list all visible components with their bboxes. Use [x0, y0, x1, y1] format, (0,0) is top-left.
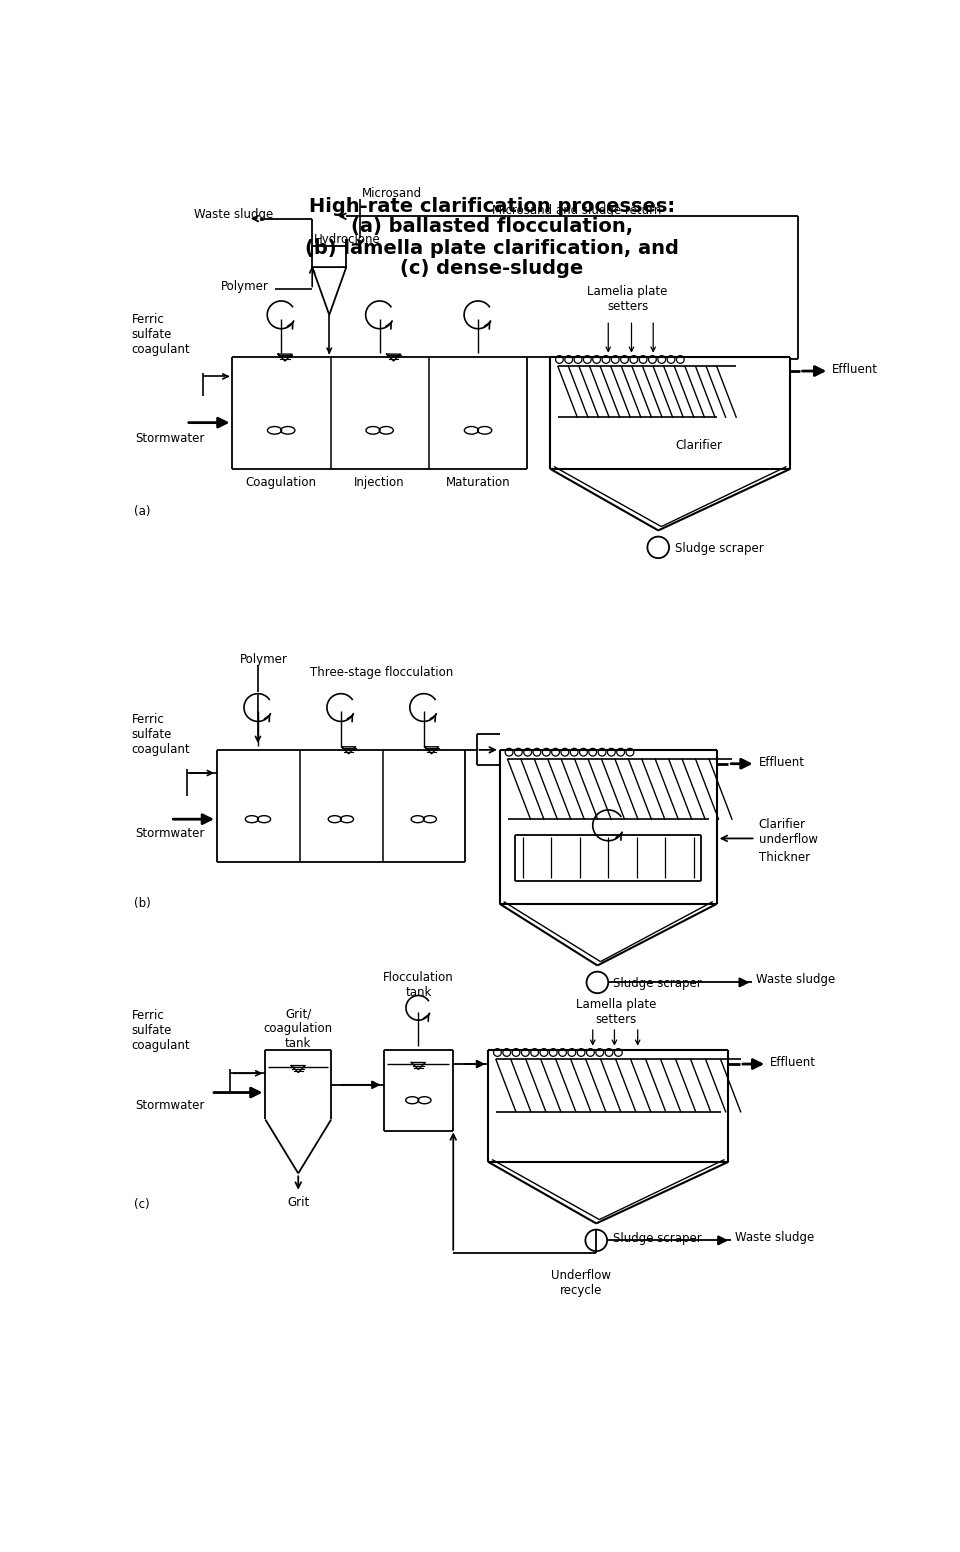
Text: Underflow
recycle: Underflow recycle [551, 1268, 611, 1297]
Text: Waste sludge: Waste sludge [735, 1231, 814, 1243]
Text: Three-stage flocculation: Three-stage flocculation [310, 666, 453, 680]
Text: Injection: Injection [354, 476, 405, 489]
Text: Microsand: Microsand [362, 186, 422, 200]
Text: Ferric
sulfate
coagulant: Ferric sulfate coagulant [132, 312, 190, 355]
Circle shape [647, 537, 669, 559]
Text: (a) ballasted flocculation,: (a) ballasted flocculation, [351, 217, 633, 236]
Circle shape [587, 972, 609, 993]
Text: Polymer: Polymer [240, 652, 288, 666]
Text: Grit/
coagulation
tank: Grit/ coagulation tank [264, 1007, 333, 1051]
Text: Thickner: Thickner [758, 850, 809, 864]
Text: Sludge scraper: Sludge scraper [675, 542, 764, 556]
Text: Waste sludge: Waste sludge [756, 973, 835, 986]
Text: Ferric
sulfate
coagulant: Ferric sulfate coagulant [132, 1009, 190, 1052]
Text: Hydroclone: Hydroclone [314, 233, 380, 245]
Text: (b): (b) [134, 897, 151, 911]
Text: Ferric
sulfate
coagulant: Ferric sulfate coagulant [132, 712, 190, 756]
Circle shape [586, 1229, 607, 1251]
Text: Maturation: Maturation [445, 476, 511, 489]
Text: Microsand and sludge return: Microsand and sludge return [492, 205, 661, 217]
Text: High-rate clarification processes:: High-rate clarification processes: [309, 197, 675, 216]
Text: (c): (c) [134, 1198, 150, 1211]
Text: Stormwater: Stormwater [135, 827, 204, 840]
Text: (c) dense-sludge: (c) dense-sludge [400, 259, 584, 278]
Text: Waste sludge: Waste sludge [194, 208, 273, 222]
Text: Flocculation
tank: Flocculation tank [383, 970, 454, 999]
Text: Lamella plate
setters: Lamella plate setters [576, 998, 657, 1026]
Text: Effluent: Effluent [832, 363, 878, 376]
Text: Grit: Grit [287, 1197, 309, 1209]
Text: Stormwater: Stormwater [135, 1099, 204, 1113]
Text: Polymer: Polymer [221, 279, 269, 293]
Text: Clarifier
underflow: Clarifier underflow [758, 818, 818, 846]
Text: Sludge scraper: Sludge scraper [613, 1232, 702, 1245]
Text: Sludge scraper: Sludge scraper [612, 978, 702, 990]
Text: (a): (a) [134, 504, 151, 518]
Text: Effluent: Effluent [770, 1055, 816, 1069]
Text: Effluent: Effluent [758, 756, 804, 768]
Text: (b) lamella plate clarification, and: (b) lamella plate clarification, and [305, 239, 679, 258]
Text: Stormwater: Stormwater [135, 431, 204, 444]
Text: Lamelia plate
setters: Lamelia plate setters [588, 286, 668, 314]
Text: Clarifier: Clarifier [676, 439, 723, 452]
Text: Coagulation: Coagulation [246, 476, 317, 489]
